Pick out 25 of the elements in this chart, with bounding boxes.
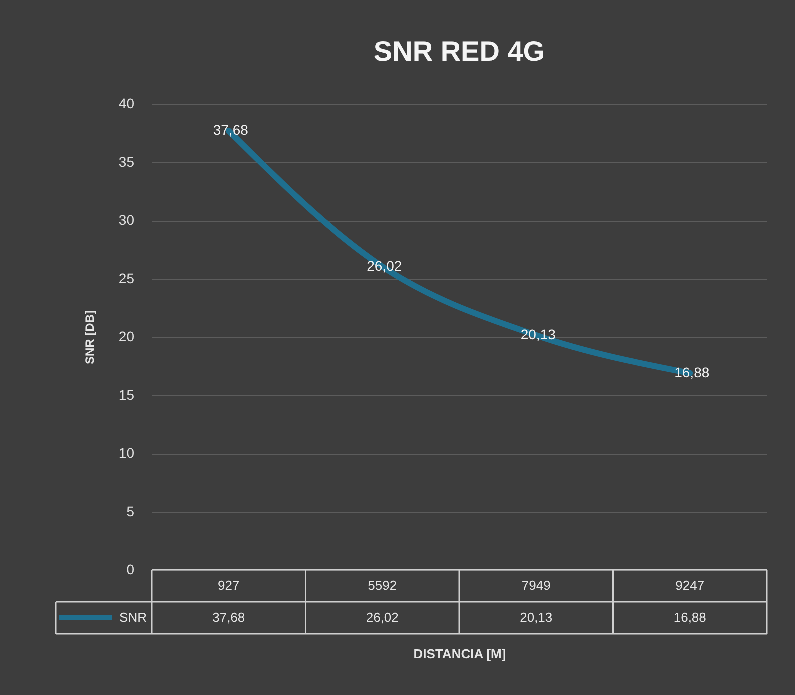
y-tick-label: 15	[118, 386, 135, 403]
data-label: 16,88	[674, 610, 706, 625]
y-tick-label: 10	[118, 445, 135, 461]
y-tick-label: 20	[118, 328, 135, 344]
legend-label: SNR	[120, 610, 147, 625]
x-axis-title: DISTANCIA [M]	[414, 646, 506, 662]
text: 20,13	[520, 326, 556, 342]
text: 37,68	[213, 122, 248, 138]
y-tick-label: 25	[118, 270, 135, 286]
x-tick-label: 927	[218, 578, 240, 593]
chart-title: SNR RED 4G	[374, 36, 546, 67]
x-tick-label: 5592	[368, 578, 398, 593]
x-tick-label: 9247	[676, 578, 705, 593]
data-label: 26,02	[366, 610, 399, 625]
text: 16,88	[674, 364, 710, 380]
y-tick-label: 35	[118, 154, 135, 170]
data-label: 37,68	[212, 610, 246, 625]
y-tick-label: 5	[126, 503, 135, 520]
text: 26,02	[367, 258, 402, 274]
y-axis-title: SNR [DB]	[82, 310, 97, 364]
y-tick-label: 30	[118, 212, 135, 228]
y-tick-label: 0	[126, 562, 135, 578]
data-label: 20,13	[520, 610, 553, 625]
y-tick-label: 40	[118, 96, 135, 112]
x-tick-label: 7949	[522, 578, 551, 593]
